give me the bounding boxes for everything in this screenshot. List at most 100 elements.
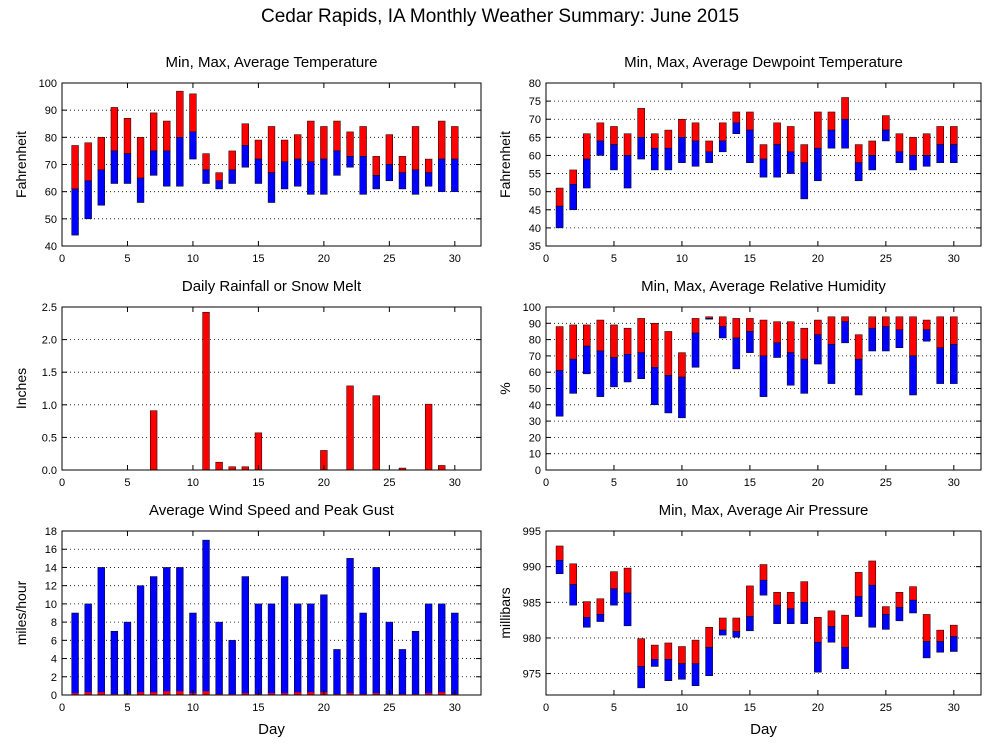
temp-max-bar bbox=[97, 137, 105, 171]
dewpoint-min-bar bbox=[569, 184, 577, 211]
peak-gust-bar bbox=[281, 693, 288, 695]
pressure-max-bar bbox=[610, 571, 618, 590]
humidity-xtick-label: 15 bbox=[744, 477, 756, 489]
humidity-min-bar bbox=[814, 334, 822, 365]
pressure-max-bar bbox=[800, 581, 809, 603]
wind-speed-bar bbox=[202, 539, 210, 696]
temp-max-bar bbox=[411, 126, 420, 171]
humidity-min-bar bbox=[773, 342, 781, 358]
rain-ytick-label: 0.5 bbox=[42, 432, 57, 444]
rain-xtick-label: 25 bbox=[383, 477, 395, 489]
temp-title: Min, Max, Average Temperature bbox=[165, 54, 377, 71]
humidity-xtick-label: 20 bbox=[812, 477, 824, 489]
humidity-min-bar bbox=[895, 329, 904, 349]
temp-ytick-label: 100 bbox=[39, 78, 57, 90]
dewpoint-max-bar bbox=[854, 144, 863, 163]
humidity-min-bar bbox=[555, 370, 564, 417]
pressure-max-bar bbox=[895, 592, 904, 608]
dewpoint-xtick-label: 5 bbox=[611, 253, 617, 265]
rain-title: Daily Rainfall or Snow Melt bbox=[182, 278, 362, 295]
pressure-min-bar bbox=[623, 592, 632, 627]
dewpoint-min-bar bbox=[773, 144, 781, 178]
temp-max-bar bbox=[176, 90, 184, 138]
temp-min-bar bbox=[294, 158, 302, 187]
dewpoint-xtick-label: 15 bbox=[744, 253, 756, 265]
humidity-min-bar bbox=[746, 331, 754, 353]
temp-min-bar bbox=[385, 164, 393, 182]
dewpoint-max-bar bbox=[895, 133, 904, 153]
humidity-ylabel: % bbox=[497, 382, 513, 394]
humidity-chart: 0 10 20 30 40 50 60 70 80 90 100 0 5 10 15 20 25 30 Min, M… bbox=[497, 278, 982, 489]
dewpoint-max-bar bbox=[759, 144, 768, 160]
dewpoint-max-bar bbox=[732, 111, 741, 124]
humidity-max-bar bbox=[746, 318, 754, 332]
temp-max-bar bbox=[267, 126, 276, 173]
wind-speed-bar bbox=[385, 621, 393, 696]
temp-ytick-label: 60 bbox=[45, 187, 57, 199]
temp-min-bar bbox=[123, 153, 132, 184]
dewpoint-min-bar bbox=[759, 158, 768, 178]
pressure-min-bar bbox=[786, 608, 795, 624]
pressure-max-bar bbox=[909, 586, 917, 601]
humidity-xtick-label: 5 bbox=[611, 477, 617, 489]
temp-min-bar bbox=[267, 172, 276, 203]
rain-xtick-label: 0 bbox=[59, 477, 65, 489]
dewpoint-min-bar bbox=[555, 205, 564, 229]
temp-max-bar bbox=[136, 137, 145, 179]
temp-max-bar bbox=[150, 112, 158, 152]
peak-gust-bar bbox=[241, 693, 249, 695]
pressure-min-bar bbox=[596, 614, 605, 622]
pressure-ytick-label: 990 bbox=[523, 562, 541, 574]
temp-max-bar bbox=[424, 158, 433, 173]
pressure-ytick-label: 995 bbox=[523, 526, 541, 538]
wind-speed-bar bbox=[438, 603, 446, 696]
dewpoint-max-bar bbox=[596, 122, 605, 142]
pressure-min-bar bbox=[800, 602, 809, 624]
rain-ylabel: Inches bbox=[13, 368, 29, 409]
humidity-max-bar bbox=[623, 327, 632, 355]
dewpoint-min-bar bbox=[746, 129, 754, 163]
temp-xtick-label: 30 bbox=[449, 253, 461, 265]
rain-ytick-label: 1.5 bbox=[42, 367, 57, 379]
dewpoint-min-bar bbox=[705, 151, 713, 163]
dewpoint-max-bar bbox=[718, 122, 727, 142]
wind-speed-bar bbox=[163, 567, 171, 696]
pressure-max-bar bbox=[596, 598, 605, 615]
humidity-min-bar bbox=[922, 329, 931, 342]
dewpoint-ytick-label: 60 bbox=[529, 150, 541, 162]
peak-gust-bar bbox=[163, 691, 171, 695]
pressure-ytick-label: 975 bbox=[523, 669, 541, 681]
pressure-max-bar bbox=[854, 572, 863, 597]
temp-max-bar bbox=[385, 134, 393, 165]
dewpoint-max-bar bbox=[746, 111, 754, 131]
peak-gust-bar bbox=[294, 692, 302, 695]
temp-max-bar bbox=[123, 118, 132, 154]
wind-speed-bar bbox=[320, 594, 328, 696]
dewpoint-min-bar bbox=[895, 151, 904, 163]
wind-speed-bar bbox=[189, 612, 197, 696]
pressure-min-bar bbox=[854, 596, 863, 617]
peak-gust-bar bbox=[346, 693, 354, 695]
wind-ytick-label: 12 bbox=[45, 581, 57, 593]
dewpoint-min-bar bbox=[868, 155, 877, 171]
dewpoint-xtick-label: 10 bbox=[676, 253, 688, 265]
dewpoint-ytick-label: 45 bbox=[529, 205, 541, 217]
dewpoint-max-bar bbox=[814, 111, 822, 149]
pressure-min-bar bbox=[814, 641, 822, 673]
temp-max-bar bbox=[359, 126, 367, 157]
humidity-max-bar bbox=[868, 316, 877, 329]
temp-min-bar bbox=[110, 150, 119, 184]
humidity-min-bar bbox=[759, 355, 768, 397]
humidity-max-bar bbox=[718, 316, 727, 327]
pressure-max-bar bbox=[746, 585, 754, 617]
pressure-min-bar bbox=[868, 584, 877, 628]
humidity-max-bar bbox=[732, 318, 741, 339]
dewpoint-xtick-label: 30 bbox=[948, 253, 960, 265]
dewpoint-min-bar bbox=[650, 147, 659, 171]
temp-ytick-label: 40 bbox=[45, 241, 57, 253]
humidity-min-bar bbox=[691, 332, 700, 368]
wind-speed-bar bbox=[97, 567, 105, 696]
temp-min-bar bbox=[241, 145, 249, 168]
dewpoint-min-bar bbox=[882, 129, 890, 142]
